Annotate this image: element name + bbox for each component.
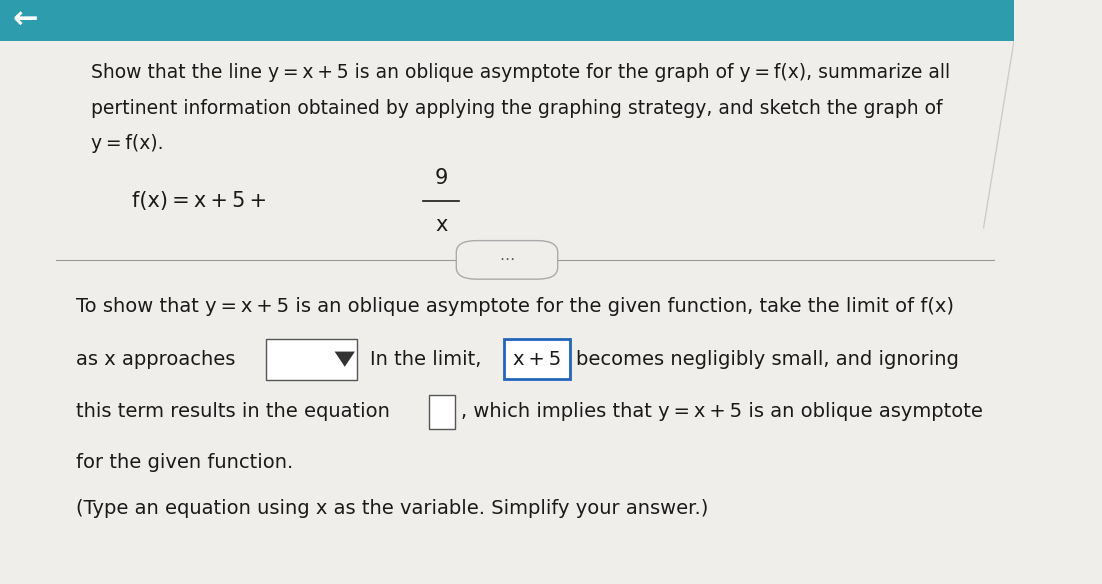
Text: In the limit,: In the limit, xyxy=(370,350,482,369)
Text: becomes negligibly small, and ignoring: becomes negligibly small, and ignoring xyxy=(576,350,959,369)
Text: To show that y = x + 5 is an oblique asymptote for the given function, take the : To show that y = x + 5 is an oblique asy… xyxy=(76,297,954,316)
Text: y = f(x).: y = f(x). xyxy=(91,134,164,152)
FancyBboxPatch shape xyxy=(266,339,357,380)
Text: x: x xyxy=(435,215,447,235)
Text: Show that the line y = x + 5 is an oblique asymptote for the graph of y = f(x), : Show that the line y = x + 5 is an obliq… xyxy=(91,64,950,82)
FancyBboxPatch shape xyxy=(0,0,1014,41)
Polygon shape xyxy=(335,352,355,367)
Text: for the given function.: for the given function. xyxy=(76,453,293,472)
Text: x + 5: x + 5 xyxy=(512,350,561,369)
Text: pertinent information obtained by applying the graphing strategy, and sketch the: pertinent information obtained by applyi… xyxy=(91,99,942,117)
FancyBboxPatch shape xyxy=(456,241,558,279)
Text: this term results in the equation: this term results in the equation xyxy=(76,402,390,421)
Text: ←: ← xyxy=(12,6,39,35)
Text: ⋯: ⋯ xyxy=(499,252,515,267)
FancyBboxPatch shape xyxy=(429,395,455,429)
Text: 9: 9 xyxy=(434,168,447,188)
FancyBboxPatch shape xyxy=(504,339,570,379)
Text: (Type an equation using x as the variable. Simplify your answer.): (Type an equation using x as the variabl… xyxy=(76,499,709,517)
Text: , which implies that y = x + 5 is an oblique asymptote: , which implies that y = x + 5 is an obl… xyxy=(462,402,983,421)
Text: f(x) = x + 5 +: f(x) = x + 5 + xyxy=(132,192,271,211)
Text: as x approaches: as x approaches xyxy=(76,350,236,369)
